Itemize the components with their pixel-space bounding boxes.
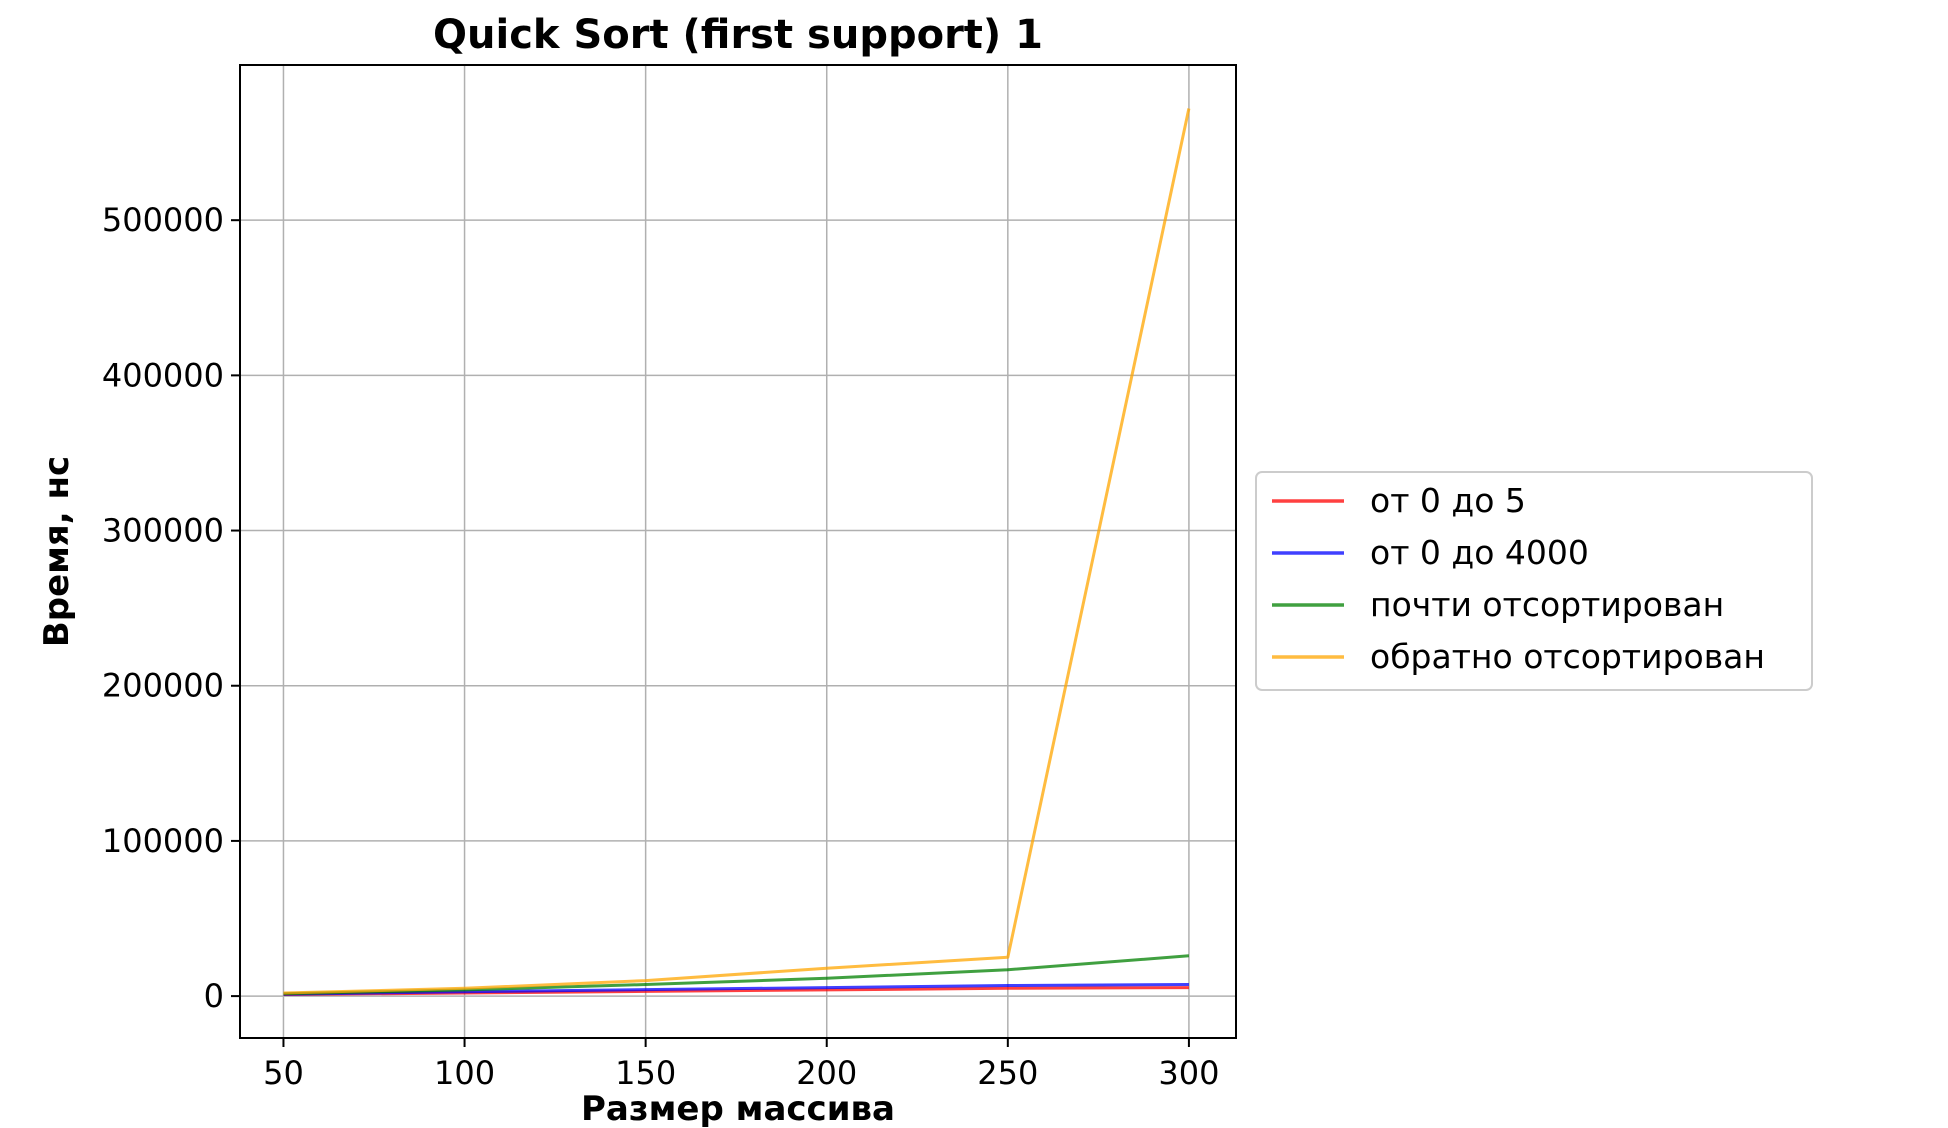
legend-box	[1255, 471, 1813, 691]
legend-label-2: почти отсортирован	[1370, 585, 1724, 624]
legend-label-3: обратно отсортирован	[1370, 637, 1765, 676]
chart-title: Quick Sort (first support) 1	[433, 12, 1043, 58]
legend-label-1: от 0 до 4000	[1370, 533, 1589, 572]
x-tick-label-2: 150	[615, 1054, 676, 1092]
y-tick-label-5: 500000	[102, 201, 224, 239]
series-line-3	[283, 108, 1191, 995]
y-tick-label-2: 200000	[102, 667, 224, 705]
x-tick-label-0: 50	[263, 1054, 304, 1092]
ticks: 50 100 150 200 250 300 0 100000 200000 300000 4000…	[102, 201, 1220, 1092]
legend-label-0: от 0 до 5	[1370, 481, 1526, 520]
x-tick-label-4: 250	[977, 1054, 1038, 1092]
plot-frame	[239, 64, 1237, 1039]
y-tick-label-0: 0	[204, 977, 224, 1015]
x-axis-label: Размер массива	[581, 1089, 895, 1128]
x-tick-label-3: 200	[796, 1054, 857, 1092]
x-tick-label-1: 100	[434, 1054, 495, 1092]
y-tick-label-1: 100000	[102, 822, 224, 860]
series-line-1	[283, 983, 1189, 996]
series-layer	[283, 108, 1191, 996]
y-tick-label-4: 400000	[102, 356, 224, 394]
y-tick-label-3: 300000	[102, 512, 224, 550]
grid	[240, 65, 1236, 1038]
legend: от 0 до 5 от 0 до 4000 почти отсортирован о…	[1255, 471, 1813, 691]
x-tick-label-5: 300	[1158, 1054, 1219, 1092]
y-axis-label: Время, нс	[37, 456, 77, 647]
